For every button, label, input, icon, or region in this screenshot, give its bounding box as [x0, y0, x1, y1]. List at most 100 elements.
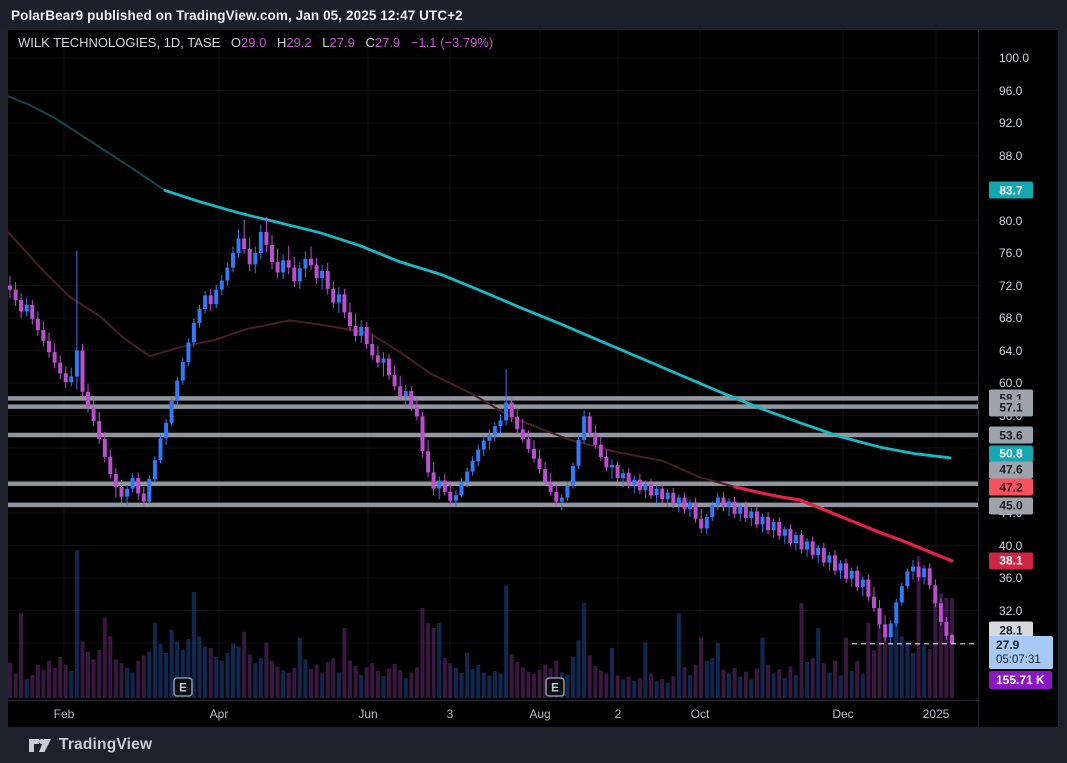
price-tick-label: 64.0 — [999, 343, 1023, 358]
candle-body — [414, 406, 419, 417]
volume-bar — [727, 673, 731, 698]
volume-bar — [922, 645, 927, 698]
volume-bar — [320, 673, 325, 698]
candle-body — [866, 579, 871, 597]
candle-body — [403, 391, 408, 396]
volume-bar — [214, 656, 219, 698]
candle-body — [348, 312, 352, 327]
volume-bar — [331, 658, 336, 698]
candle-body — [559, 497, 564, 502]
volume-bar — [392, 663, 397, 698]
volume-bar — [158, 644, 163, 698]
candle-body — [309, 258, 313, 266]
candle-body — [793, 534, 798, 543]
volume-bar — [30, 674, 35, 698]
candle-body — [877, 608, 882, 625]
candle-body — [130, 478, 135, 489]
candle-body — [91, 407, 96, 422]
price-badge-57.1: 57.1 — [989, 399, 1033, 417]
candle-body — [63, 373, 68, 383]
candle-body — [754, 511, 759, 525]
volume-bar — [509, 654, 514, 698]
volume-bar — [654, 681, 659, 698]
candle-body — [743, 506, 748, 518]
candle-body — [286, 260, 291, 268]
price-tick-label: 32.0 — [999, 603, 1023, 618]
volume-bar — [838, 675, 843, 698]
price-badge-47.6: 47.6 — [989, 461, 1033, 479]
price-axis[interactable]: 100.0 96.0 92.0 88.0 80.0 76.0 72.0 68.0 64.0 60.… — [978, 30, 1059, 727]
candle-body — [637, 479, 642, 491]
earnings-marker[interactable]: E — [173, 677, 193, 697]
volume-bar — [860, 673, 865, 698]
volume-bar — [643, 642, 648, 698]
price-tick-label: 72.0 — [999, 278, 1023, 293]
price-chart-plot[interactable]: E E — [8, 30, 978, 700]
volume-bar — [69, 671, 74, 698]
candle-body — [74, 350, 79, 377]
candle-body — [532, 448, 536, 459]
candle-body — [587, 416, 592, 433]
tradingview-logo[interactable]: TradingView — [28, 735, 152, 755]
candle-body — [682, 497, 687, 509]
volume-bar — [175, 641, 180, 698]
volume-bar — [894, 617, 899, 698]
candle-body — [872, 596, 876, 609]
candle-body — [364, 326, 369, 344]
price-badge-28.1: 28.1 — [989, 621, 1033, 639]
candle-body — [13, 289, 18, 301]
candle-body — [816, 547, 821, 556]
open-value: 29.0 — [241, 35, 267, 50]
volume-bar — [743, 671, 748, 698]
volume-bar — [721, 669, 726, 698]
volume-bar — [498, 673, 503, 698]
candle-body — [47, 340, 51, 353]
candle-body — [565, 485, 570, 498]
volume-bar — [219, 660, 224, 698]
candle-body — [180, 361, 185, 381]
volume-bar — [821, 663, 826, 698]
time-axis-label: 3 — [446, 707, 454, 721]
candle-body — [894, 602, 899, 624]
volume-bar — [877, 608, 882, 698]
candle-body — [844, 563, 849, 579]
candle-body — [905, 571, 910, 587]
volume-bar — [309, 669, 313, 698]
volume-bar — [749, 679, 754, 698]
time-axis[interactable]: Feb Apr Jun 3 Aug 2 Oct Dec 2025 — [8, 700, 978, 728]
candle-body — [855, 570, 860, 587]
volume-bar — [164, 653, 169, 698]
candle-body — [459, 482, 464, 496]
candle-body — [922, 568, 927, 578]
volume-bar — [247, 654, 252, 698]
candle-body — [387, 358, 391, 375]
volume-bar — [370, 662, 375, 698]
volume-bar — [771, 673, 776, 698]
volume-bar — [102, 617, 107, 698]
candle-body — [297, 268, 302, 282]
candle-body — [426, 451, 431, 473]
candle-body — [108, 456, 113, 474]
candle-body — [24, 305, 29, 312]
volume-bar — [582, 602, 587, 698]
time-axis-label: Apr — [209, 707, 229, 721]
volume-bar — [492, 671, 497, 698]
volume-bar — [905, 641, 910, 698]
volume-bar — [615, 675, 620, 698]
volume-bar — [855, 661, 860, 698]
volume-bar — [41, 669, 46, 698]
candle-body — [944, 621, 949, 636]
change-value: −1.1 (−3.79%) — [410, 35, 494, 50]
candle-body — [688, 502, 692, 509]
volume-bar — [191, 592, 196, 698]
volume-bar — [810, 658, 815, 698]
volume-bar — [911, 653, 915, 698]
volume-bar — [86, 651, 90, 698]
earnings-marker[interactable]: E — [545, 677, 565, 697]
candle-body — [576, 439, 581, 466]
chart-area: E E WILK TECHNOLOGIES, 1D, TASE O29.0 H2… — [8, 30, 1058, 727]
volume-bar — [19, 613, 24, 698]
volume-bar — [236, 646, 241, 698]
candle-body — [838, 563, 843, 571]
candle-body — [258, 231, 263, 253]
